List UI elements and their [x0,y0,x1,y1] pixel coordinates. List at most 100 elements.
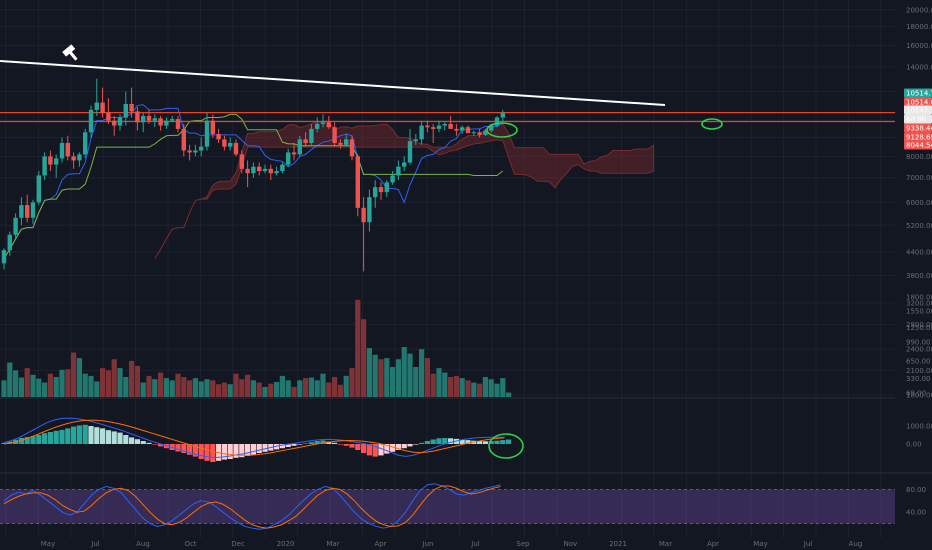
price-tag-label: 9128.69 [906,134,932,142]
candle-body [344,139,349,145]
volume-bar [1,380,7,397]
macd-histogram-bar [500,440,506,444]
macd-histogram-bar [94,427,100,444]
volume-bar [488,379,494,397]
volume-axis-label: 1800.00 [906,294,932,302]
price-tag-box [904,105,932,115]
candle-body [489,125,494,131]
macd-histogram-bar [459,439,465,444]
volume-bar [366,348,372,397]
candle-body [222,139,227,147]
candle-body [210,120,215,135]
hammer-icon [62,44,78,61]
macd-histogram-bar [442,438,448,444]
candle-body [245,168,250,174]
macd-histogram-bar [366,444,372,456]
macd-histogram-bar [326,441,332,444]
candle-body [59,142,65,159]
candle-body [396,166,401,176]
volume-bar [384,358,390,397]
price-axis-label: 7000.00 [906,174,932,182]
macd-histogram-bar [262,444,268,452]
macd-histogram-bar [378,444,384,456]
candle-body [112,120,117,126]
candle-body [239,154,244,169]
macd-histogram-bar [82,424,88,444]
macd-histogram-bar [245,444,251,456]
macd-histogram-bar [343,444,349,446]
candle-body [152,118,157,121]
macd-histogram-bar [291,444,297,446]
volume-bar [129,360,135,397]
price-axis-label: 1800.00 [906,392,932,400]
candle-body [65,142,70,157]
volume-bar [88,375,94,397]
volume-bar [297,380,303,397]
candle-body [390,175,395,183]
volume-axis-label: 330.00 [906,375,931,383]
volume-bar [494,383,500,397]
volume-axis-label: 650.00 [906,357,931,365]
candle-body [384,182,389,193]
volume-bar [227,384,233,397]
volume-bar [413,367,419,397]
macd-histogram-bar [279,444,285,449]
candle-body [100,102,105,113]
volume-axis-label: 69.00 [906,390,926,398]
candle-body [257,166,262,172]
volume-bar [13,370,19,397]
macd-histogram-bar [221,444,227,460]
tenkan-line [3,104,504,259]
time-axis[interactable]: May Jul Aug Oct Dec 2020 Mar Apr Jun Jul Sep Nov 202… [41,540,863,548]
macd-histogram-bar [134,439,140,444]
price-axis-label: 3800.00 [906,272,932,280]
rsi-band [0,489,895,524]
candle-body [286,152,291,165]
candle-body [477,132,482,135]
volume-bar [146,375,152,397]
candle-body [251,166,256,174]
candle-body [274,171,279,174]
candle-body [262,168,268,172]
candle-body [367,197,372,223]
candle-body [94,102,99,110]
volume-bar [105,370,111,397]
volume-bar [349,368,355,397]
volume-bar [453,375,459,397]
price-axis-label: 5200.00 [906,222,932,230]
volume-bar [42,382,48,397]
time-axis-label: 2020 [277,540,295,548]
volume-bar [372,354,378,397]
macd-histogram-bar [256,444,262,453]
candle-body [135,111,140,123]
volume-bar [18,377,24,397]
macd-histogram-bar [158,444,164,447]
macd-histogram-bar [494,440,500,444]
candle-body [36,175,41,203]
macd-histogram-bar [1,442,7,444]
candle-body [7,234,12,251]
candle-body [1,250,7,264]
volume-bar [204,379,210,397]
candle-body [355,156,360,208]
price-tag-box [904,132,932,142]
candle-body [117,117,123,126]
candle-body [326,122,331,128]
stoch-rsi-panel [0,483,895,530]
macd-histogram-bar [24,437,30,444]
volume-bar [239,379,245,397]
time-axis-label: Sep [516,540,530,548]
time-axis-label: Mar [326,540,339,548]
volume-bar [134,365,140,397]
macd-histogram-bar [274,444,280,450]
macd-histogram-bar [424,441,430,444]
trendline[interactable] [0,60,666,106]
macd-histogram-bar [18,438,24,444]
volume-bar [7,362,13,397]
volume-bar [378,359,384,397]
candle-body [30,202,36,218]
volume-bar [477,383,483,397]
candle-body [361,207,366,223]
macd-histogram-bar [482,441,488,444]
